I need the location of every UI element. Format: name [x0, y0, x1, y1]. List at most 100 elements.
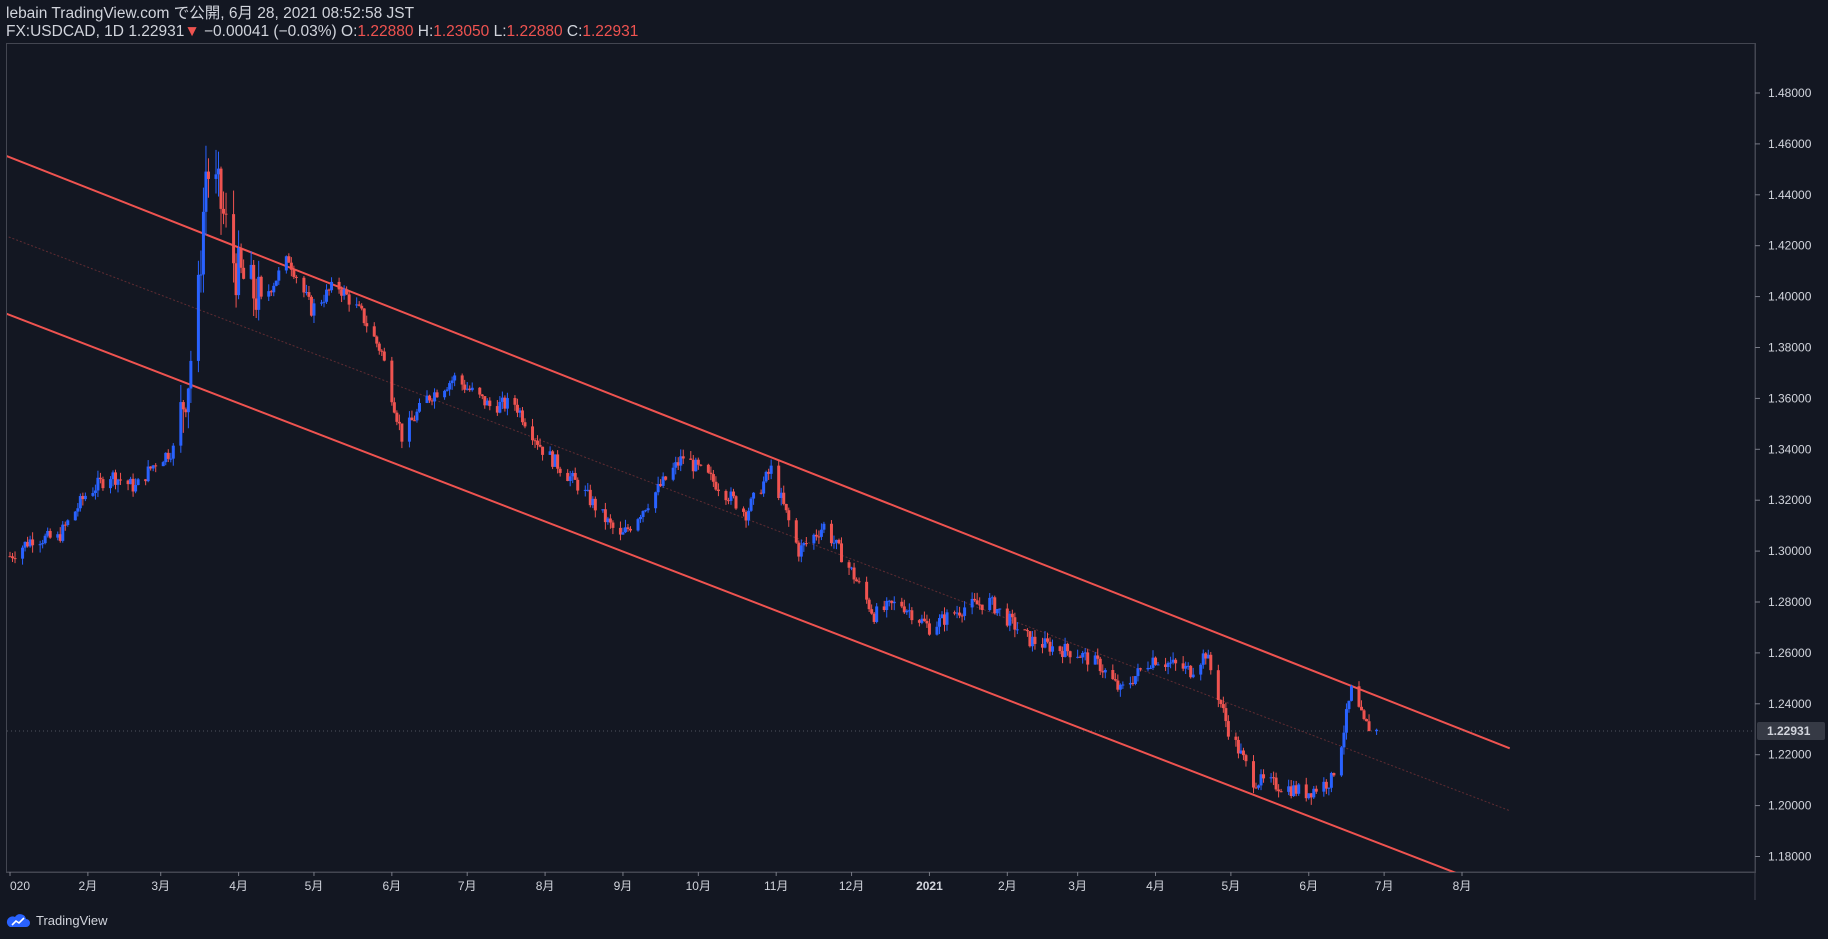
y-tick-label: 1.34000: [1768, 442, 1812, 456]
candle-body: [43, 535, 47, 544]
candle-body: [978, 604, 982, 606]
candle-body: [762, 481, 766, 494]
candle-body: [1272, 777, 1276, 779]
candle-body: [483, 396, 487, 406]
candle-body: [711, 474, 715, 482]
candle-body: [556, 454, 560, 469]
candle-body: [131, 478, 135, 492]
candle-body: [674, 462, 678, 468]
candle-body: [1096, 655, 1100, 659]
tradingview-logo[interactable]: TradingView: [6, 910, 108, 930]
candle-body: [450, 380, 454, 384]
candle-body: [322, 301, 326, 303]
candle-body: [955, 612, 959, 614]
candle-body: [412, 420, 416, 422]
candle-body: [1342, 732, 1346, 748]
candle-body: [217, 168, 221, 175]
candle-body: [623, 527, 627, 533]
x-tick-label: 020: [10, 879, 30, 893]
candle-body: [1201, 653, 1205, 665]
candle-body: [433, 392, 437, 402]
candle-body: [1093, 655, 1097, 665]
candle-body: [626, 527, 630, 529]
x-tick-label: 3月: [1068, 879, 1087, 893]
candle-body: [779, 492, 783, 499]
last-price-tag: [1757, 722, 1825, 741]
low-value: 1.22880: [506, 23, 563, 40]
candle-body: [794, 520, 798, 543]
candle-body: [453, 375, 457, 381]
close-value: 1.22931: [582, 23, 639, 40]
candle-body: [98, 477, 102, 480]
candle-body: [146, 466, 150, 482]
candle-body: [108, 479, 112, 489]
candle-body: [814, 534, 818, 537]
down-arrow-icon: ▼: [184, 23, 200, 40]
candle-body: [970, 598, 974, 608]
candle-body: [636, 519, 640, 531]
x-tick-label: 11月: [764, 879, 788, 893]
candle-body: [181, 402, 185, 410]
x-tick-label: 8月: [1453, 879, 1472, 893]
candle-body: [1103, 670, 1107, 673]
candle-body: [1023, 629, 1027, 631]
candle-body: [1043, 638, 1047, 648]
channel-lower-line: [7, 312, 1457, 872]
candle-body: [870, 609, 874, 614]
candle-body: [1005, 608, 1009, 626]
high-label: H:: [417, 23, 434, 40]
candle-body: [119, 479, 123, 481]
candle-body: [885, 600, 889, 611]
candle-body: [76, 508, 80, 512]
candle-body: [463, 384, 467, 390]
published-info: lebain TradingView.com で公開, 6月 28, 2021 …: [6, 5, 415, 22]
candle-body: [905, 610, 909, 613]
candle-body: [151, 465, 155, 469]
x-tick-label: 2月: [79, 879, 98, 893]
candle-body: [417, 402, 421, 412]
candle-body: [277, 270, 281, 281]
candle-body: [1008, 613, 1012, 626]
candle-body: [495, 406, 499, 413]
candle-body: [872, 613, 876, 622]
candle-body: [309, 296, 313, 316]
candle-body: [505, 398, 509, 409]
candle-body: [1116, 680, 1120, 690]
x-tick-label: 2021: [916, 879, 943, 893]
candle-body: [1367, 721, 1371, 732]
candle-body: [960, 615, 964, 617]
candle-body: [628, 528, 632, 531]
candle-body: [958, 612, 962, 616]
symbol-label[interactable]: FX:USDCAD, 1D: [6, 23, 124, 40]
candle-body: [1241, 750, 1245, 756]
candle-body: [515, 404, 519, 413]
candle-body: [714, 481, 718, 490]
candle-body: [993, 597, 997, 614]
candle-body: [134, 485, 138, 492]
candle-body: [1028, 631, 1032, 647]
x-tick-label: 2月: [998, 879, 1017, 893]
candle-body: [21, 547, 25, 559]
candle-body: [752, 492, 756, 499]
candle-body: [1226, 721, 1230, 737]
candle-body: [272, 285, 276, 293]
candle-body: [689, 458, 693, 460]
y-tick-label: 1.20000: [1768, 799, 1812, 813]
candle-body: [1239, 750, 1243, 754]
candle-body: [1274, 777, 1278, 790]
candle-body: [523, 422, 527, 427]
candle-body: [1357, 686, 1361, 707]
candle-body: [1136, 668, 1140, 677]
candle-body: [249, 264, 253, 279]
candle-body: [1015, 629, 1019, 631]
candle-body: [1206, 654, 1210, 659]
open-value: 1.22880: [357, 23, 414, 40]
candle-body: [201, 211, 205, 275]
candle-body: [621, 532, 625, 535]
candle-body: [1269, 777, 1273, 779]
x-tick-label: 10月: [686, 879, 711, 893]
candle-body: [1344, 709, 1348, 733]
low-label: L:: [493, 23, 507, 40]
candle-body: [1010, 613, 1014, 618]
